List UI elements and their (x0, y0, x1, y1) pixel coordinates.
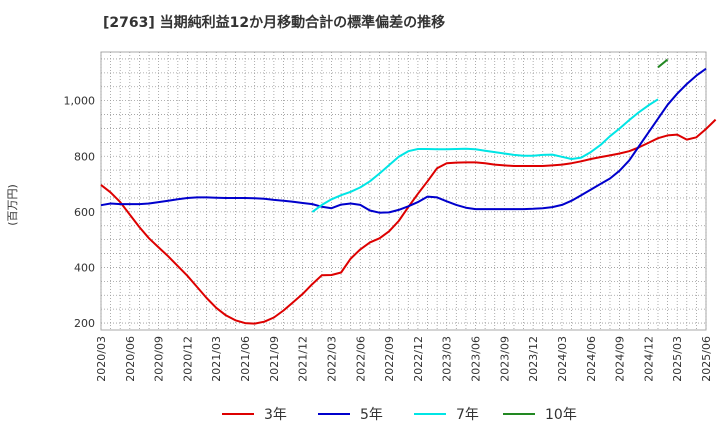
x-tick-label: 2020/09 (153, 336, 166, 382)
legend-label: 5年 (360, 407, 383, 423)
x-tick-label: 2022/06 (354, 336, 367, 382)
legend: 3年 5年 7年 10年 (222, 407, 577, 423)
x-tick-label: 2023/06 (470, 336, 483, 382)
legend-label: 10年 (545, 407, 577, 423)
x-tick-labels: 2020/03 2020/06 2020/09 2020/12 2021/03 2021/… (95, 336, 713, 382)
series-line (100, 67, 707, 214)
x-tick-label: 2023/03 (441, 336, 454, 382)
y-tick-label: 400 (74, 261, 95, 274)
x-tick-label: 2025/03 (671, 336, 684, 382)
x-tick-label: 2021/09 (268, 336, 281, 382)
y-tick-label: 600 (74, 206, 95, 219)
x-tick-label: 2022/03 (325, 336, 338, 382)
x-tick-label: 2022/12 (412, 336, 425, 382)
y-tick-label: 1,000 (64, 95, 96, 108)
x-tick-label: 2020/03 (95, 336, 108, 382)
x-tick-label: 2021/12 (297, 336, 310, 382)
grid-x (100, 52, 707, 330)
x-tick-label: 2022/09 (383, 336, 396, 382)
y-axis-label: (百万円) (6, 184, 19, 226)
x-tick-label: 2021/03 (210, 336, 223, 382)
y-tick-label: 800 (74, 150, 95, 163)
x-tick-label: 2025/06 (700, 336, 713, 382)
chart-title: [2763] 当期純利益12か月移動合計の標準偏差の推移 (103, 14, 445, 31)
x-tick-label: 2024/03 (556, 336, 569, 382)
series-layer (100, 58, 717, 325)
x-tick-label: 2024/06 (585, 336, 598, 382)
series-line (311, 98, 659, 213)
legend-label: 3年 (264, 407, 287, 423)
x-tick-label: 2021/06 (239, 336, 252, 382)
y-tick-label: 200 (74, 317, 95, 330)
x-tick-label: 2024/09 (614, 336, 627, 382)
legend-label: 7年 (456, 407, 479, 423)
x-tick-label: 2023/12 (527, 336, 540, 382)
x-tick-label: 2023/09 (498, 336, 511, 382)
x-tick-label: 2024/12 (642, 336, 655, 382)
y-tick-labels: 200 400 600 800 1,000 (64, 95, 96, 330)
x-tick-label: 2020/12 (181, 336, 194, 382)
series-line (657, 58, 669, 69)
plot-area (100, 51, 707, 331)
x-tick-label: 2020/06 (124, 336, 137, 382)
